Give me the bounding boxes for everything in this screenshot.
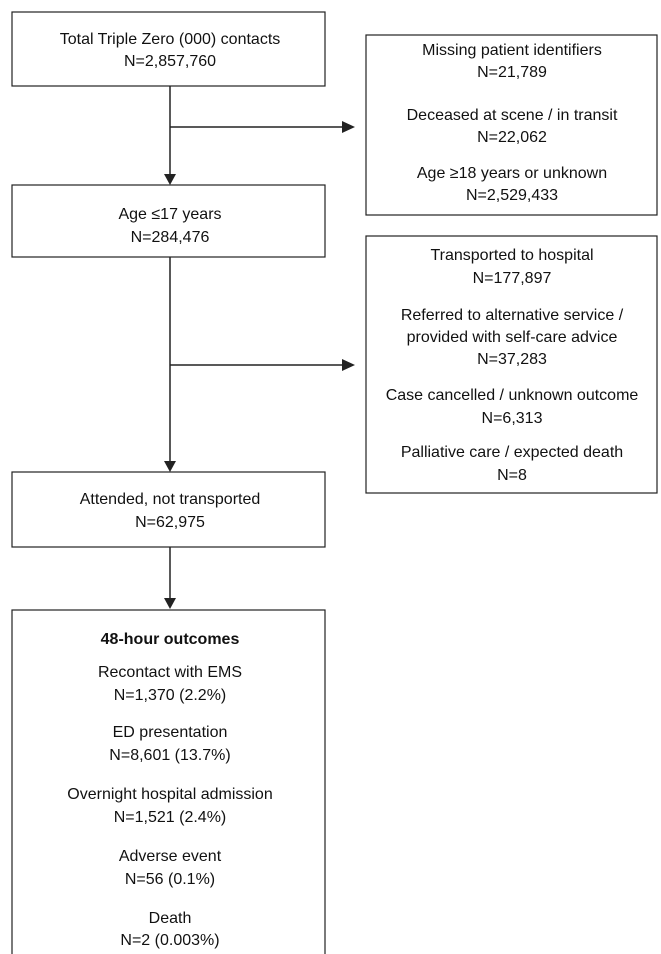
outcome-label: Overnight hospital admission (67, 786, 272, 803)
box (11, 184, 326, 258)
outcome-count: N=2 (0.003%) (120, 932, 219, 949)
outcome-label: Recontact with EMS (98, 664, 242, 681)
box-count: N=2,857,760 (124, 53, 216, 70)
box (11, 471, 326, 548)
arrowhead (164, 461, 176, 472)
box-label: Total Triple Zero (000) contacts (60, 31, 281, 48)
exclusion-count: N=37,283 (477, 351, 547, 368)
exclusion-count: N=177,897 (473, 270, 552, 287)
box (365, 235, 658, 494)
exclusion-count: N=8 (497, 467, 527, 484)
exclusion-count: N=22,062 (477, 129, 547, 146)
outcome-label: Adverse event (119, 848, 222, 865)
exclusion-count: N=21,789 (477, 64, 547, 81)
exclusion-label: provided with self-care advice (407, 329, 618, 346)
exclusion-count: N=6,313 (482, 410, 543, 427)
exclusion-label: Deceased at scene / in transit (407, 107, 618, 124)
exclusion-count: N=2,529,433 (466, 187, 558, 204)
exclusion-label: Case cancelled / unknown outcome (386, 387, 639, 404)
arrowhead (164, 174, 176, 185)
arrowhead (342, 121, 355, 133)
outcome-count: N=1,370 (2.2%) (114, 687, 227, 704)
outcomes-title: 48-hour outcomes (101, 631, 240, 648)
outcome-label: ED presentation (113, 724, 228, 741)
outcome-count: N=8,601 (13.7%) (109, 747, 230, 764)
exclusion-label: Age ≥18 years or unknown (417, 165, 607, 182)
exclusion-label: Referred to alternative service / (401, 307, 624, 324)
box (11, 11, 326, 87)
outcome-count: N=1,521 (2.4%) (114, 809, 227, 826)
box-count: N=284,476 (131, 229, 210, 246)
box-label: Attended, not transported (80, 491, 261, 508)
box-label: Age ≤17 years (118, 206, 221, 223)
outcome-label: Death (149, 910, 192, 927)
outcome-count: N=56 (0.1%) (125, 871, 215, 888)
box (11, 609, 326, 954)
arrowhead (164, 598, 176, 609)
box-count: N=62,975 (135, 514, 205, 531)
arrowhead (342, 359, 355, 371)
exclusion-label: Transported to hospital (430, 247, 593, 264)
box (365, 34, 658, 216)
exclusion-label: Missing patient identifiers (422, 42, 602, 59)
exclusion-label: Palliative care / expected death (401, 444, 623, 461)
